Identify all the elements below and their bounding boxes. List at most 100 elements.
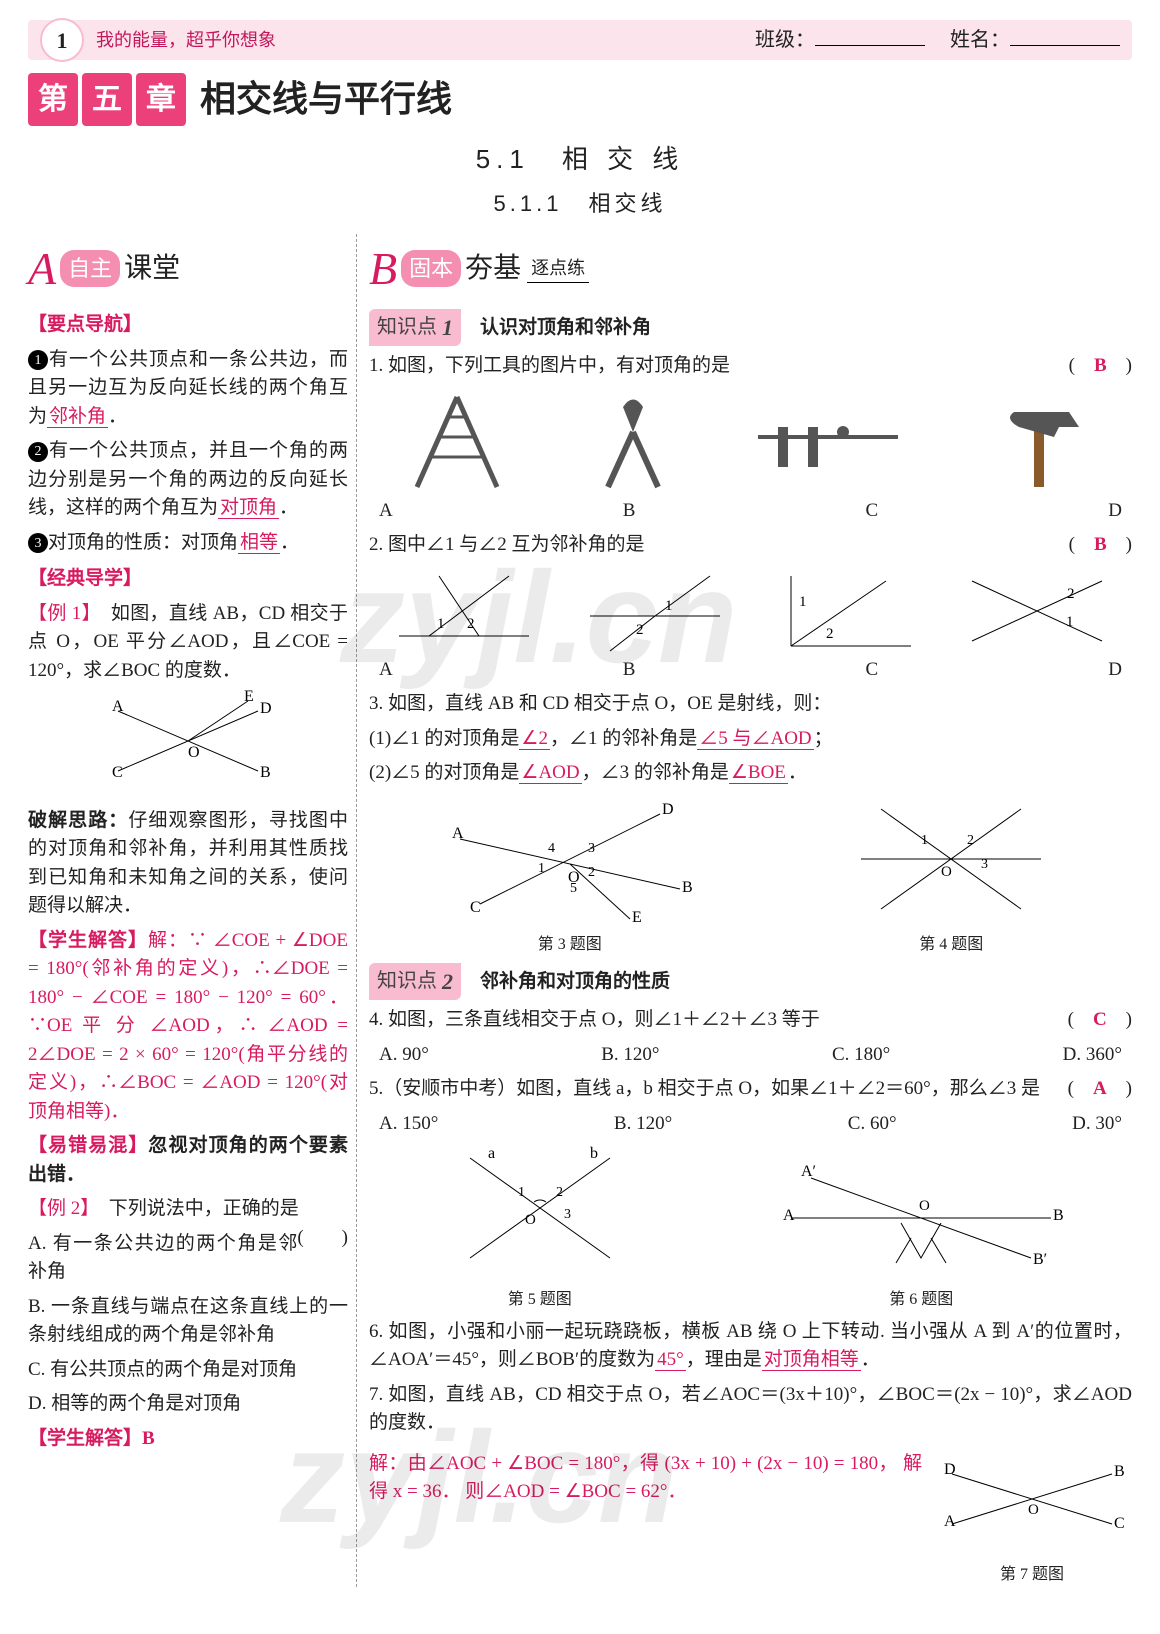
- q2-diagrams: 12 12 12 21: [369, 566, 1132, 656]
- svg-text:D: D: [260, 700, 272, 717]
- chapter-box: 五: [82, 73, 132, 126]
- hint: 破解思路：仔细观察图形，寻找图中的对顶角和邻补角，并利用其性质找到已知角和未知角…: [28, 807, 348, 921]
- svg-text:2: 2: [588, 865, 595, 880]
- chapter-box: 章: [136, 73, 186, 126]
- svg-text:O: O: [941, 864, 952, 880]
- caption: 第 3 题图: [440, 933, 700, 957]
- angle-diagram: 12: [771, 566, 921, 656]
- svg-text:1: 1: [538, 861, 545, 876]
- svg-text:B: B: [260, 764, 271, 781]
- solution: 【学生解答】解：∵ ∠COE + ∠DOE = 180°(邻补角的定义)，∴∠D…: [28, 927, 348, 1127]
- svg-text:1: 1: [518, 1185, 525, 1200]
- svg-text:A: A: [783, 1207, 795, 1224]
- q1-images: [369, 387, 1132, 497]
- error-note: 【易错易混】忽视对顶角的两个要素出错．: [28, 1132, 348, 1189]
- svg-text:O: O: [525, 1212, 536, 1228]
- heading-classic: 【经典导学】: [28, 565, 348, 594]
- column-a: A 自主 课堂 【要点导航】 1有一个公共顶点和一条公共边，而且另一边互为反向延…: [28, 234, 357, 1587]
- lines-diagram: ADCBEO: [98, 691, 278, 791]
- svg-text:3: 3: [981, 857, 988, 872]
- q7-solution: 解：由∠AOC + ∠BOC = 180°，得 (3x + 10) + (2x …: [369, 1450, 922, 1582]
- section-pill: 固本: [401, 250, 461, 287]
- subsection-title: 5.1.1 相交线: [28, 187, 1132, 220]
- opt-c: C. 有公共顶点的两个角是对顶角: [28, 1356, 348, 1385]
- page-number: 1: [40, 18, 84, 62]
- svg-text:C: C: [1114, 1515, 1125, 1532]
- q3-diagram: ABCDEO 34125: [440, 794, 700, 924]
- question-6: 6. 如图，小强和小丽一起玩跷跷板，横板 AB 绕 O 上下转动. 当小强从 A…: [369, 1318, 1132, 1375]
- class-blank[interactable]: [815, 45, 925, 46]
- svg-text:2: 2: [556, 1185, 563, 1200]
- svg-text:A: A: [944, 1513, 956, 1530]
- section-letter: A: [28, 234, 56, 303]
- heading-points: 【要点导航】: [28, 311, 348, 340]
- svg-text:B: B: [1114, 1463, 1125, 1480]
- svg-text:O: O: [188, 744, 200, 761]
- svg-text:D: D: [944, 1461, 956, 1478]
- q5-q6-diagrams: abO 123 第 5 题图 ABA′B′O 第 6 题图: [369, 1138, 1132, 1312]
- q7-diagram: ABDCO: [932, 1444, 1132, 1554]
- svg-text:1: 1: [665, 598, 673, 614]
- section-suffix: 课堂: [124, 248, 180, 290]
- chapter-box: 第: [28, 73, 78, 126]
- q6-diagram: ABA′B′O: [771, 1138, 1071, 1278]
- section-b-header: B 固本 夯基 逐点练: [369, 234, 1132, 303]
- angle-diagram: 12: [389, 566, 539, 656]
- svg-text:D: D: [662, 801, 674, 818]
- fill-blank: 邻补角: [47, 406, 108, 428]
- question-4: 4. 如图，三条直线相交于点 O，则∠1＋∠2＋∠3 等于( C ): [369, 1006, 1132, 1035]
- question-7: 7. 如图，直线 AB，CD 相交于点 O，若∠AOC＝(3x＋10)°，∠BO…: [369, 1381, 1132, 1438]
- svg-text:b: b: [590, 1145, 598, 1162]
- column-b: B 固本 夯基 逐点练 知识点 1 认识对顶角和邻补角 1. 如图，下列工具的图…: [363, 234, 1132, 1587]
- fill-blank: 相等: [238, 532, 280, 554]
- svg-text:1: 1: [1066, 614, 1074, 630]
- svg-text:3: 3: [564, 1207, 571, 1222]
- section-title: 5.1 相 交 线: [28, 140, 1132, 179]
- class-label: 班级：: [755, 29, 815, 51]
- svg-text:O: O: [919, 1198, 930, 1214]
- question-3-1: (1)∠1 的对顶角是∠2，∠1 的邻补角是∠5 与∠AOD；: [369, 725, 1132, 754]
- name-blank[interactable]: [1010, 45, 1120, 46]
- example-1: 【例 1】 如图，直线 AB，CD 相交于点 O，OE 平分∠AOD，且∠COE…: [28, 600, 348, 686]
- ladder-icon: [397, 387, 517, 497]
- angle-diagram: 21: [962, 566, 1112, 656]
- svg-text:2: 2: [467, 616, 475, 632]
- q1-labels: ABCD: [369, 497, 1132, 526]
- knowledge-point-2: 知识点 2 邻补角和对顶角的性质: [369, 963, 1132, 1000]
- name-label: 姓名：: [950, 29, 1010, 51]
- svg-text:4: 4: [548, 841, 555, 856]
- example-2: 【例 2】 下列说法中，正确的是( ): [28, 1195, 348, 1224]
- caption: 第 6 题图: [771, 1288, 1071, 1312]
- svg-text:E: E: [244, 688, 254, 705]
- angle-diagram: 12: [580, 566, 730, 656]
- caption: 第 4 题图: [841, 933, 1061, 957]
- chapter-boxes: 第 五 章: [28, 73, 186, 126]
- question-2: 2. 图中∠1 与∠2 互为邻补角的是( B ): [369, 531, 1132, 560]
- point-3: 3对顶角的性质：对顶角相等．: [28, 529, 348, 558]
- svg-text:A: A: [112, 698, 124, 715]
- caliper-icon: [748, 387, 908, 497]
- question-1: 1. 如图，下列工具的图片中，有对顶角的是( B ): [369, 352, 1132, 381]
- q4-diagram: O123: [841, 794, 1061, 924]
- point-2: 2有一个公共顶点，并且一个角的两边分别是另一个角的两边的反向延长线，这样的两个角…: [28, 437, 348, 523]
- q4-options: A. 90°B. 120°C. 180°D. 360°: [369, 1041, 1132, 1070]
- svg-text:B: B: [682, 879, 693, 896]
- pliers-icon: [573, 387, 693, 497]
- fill-blank: 对顶角: [218, 497, 279, 519]
- svg-text:A: A: [452, 825, 464, 842]
- question-3: 3. 如图，直线 AB 和 CD 相交于点 O，OE 是射线，则：: [369, 690, 1132, 719]
- example-1-diagram: ADCBEO: [28, 691, 348, 801]
- svg-text:1: 1: [799, 594, 807, 610]
- svg-text:C: C: [470, 899, 481, 916]
- svg-text:2: 2: [1067, 586, 1075, 602]
- svg-text:3: 3: [588, 841, 595, 856]
- section-tail: 逐点练: [527, 255, 589, 283]
- opt-d: D. 相等的两个角是对顶角: [28, 1390, 348, 1419]
- q5-diagram: abO 123: [430, 1138, 650, 1278]
- svg-text:A′: A′: [801, 1163, 816, 1180]
- hammer-icon: [964, 387, 1104, 497]
- svg-text:5: 5: [570, 881, 577, 896]
- q3-q4-diagrams: ABCDEO 34125 第 3 题图 O123 第 4 题图: [369, 794, 1132, 958]
- section-pill: 自主: [60, 250, 120, 287]
- caption: 第 5 题图: [430, 1288, 650, 1312]
